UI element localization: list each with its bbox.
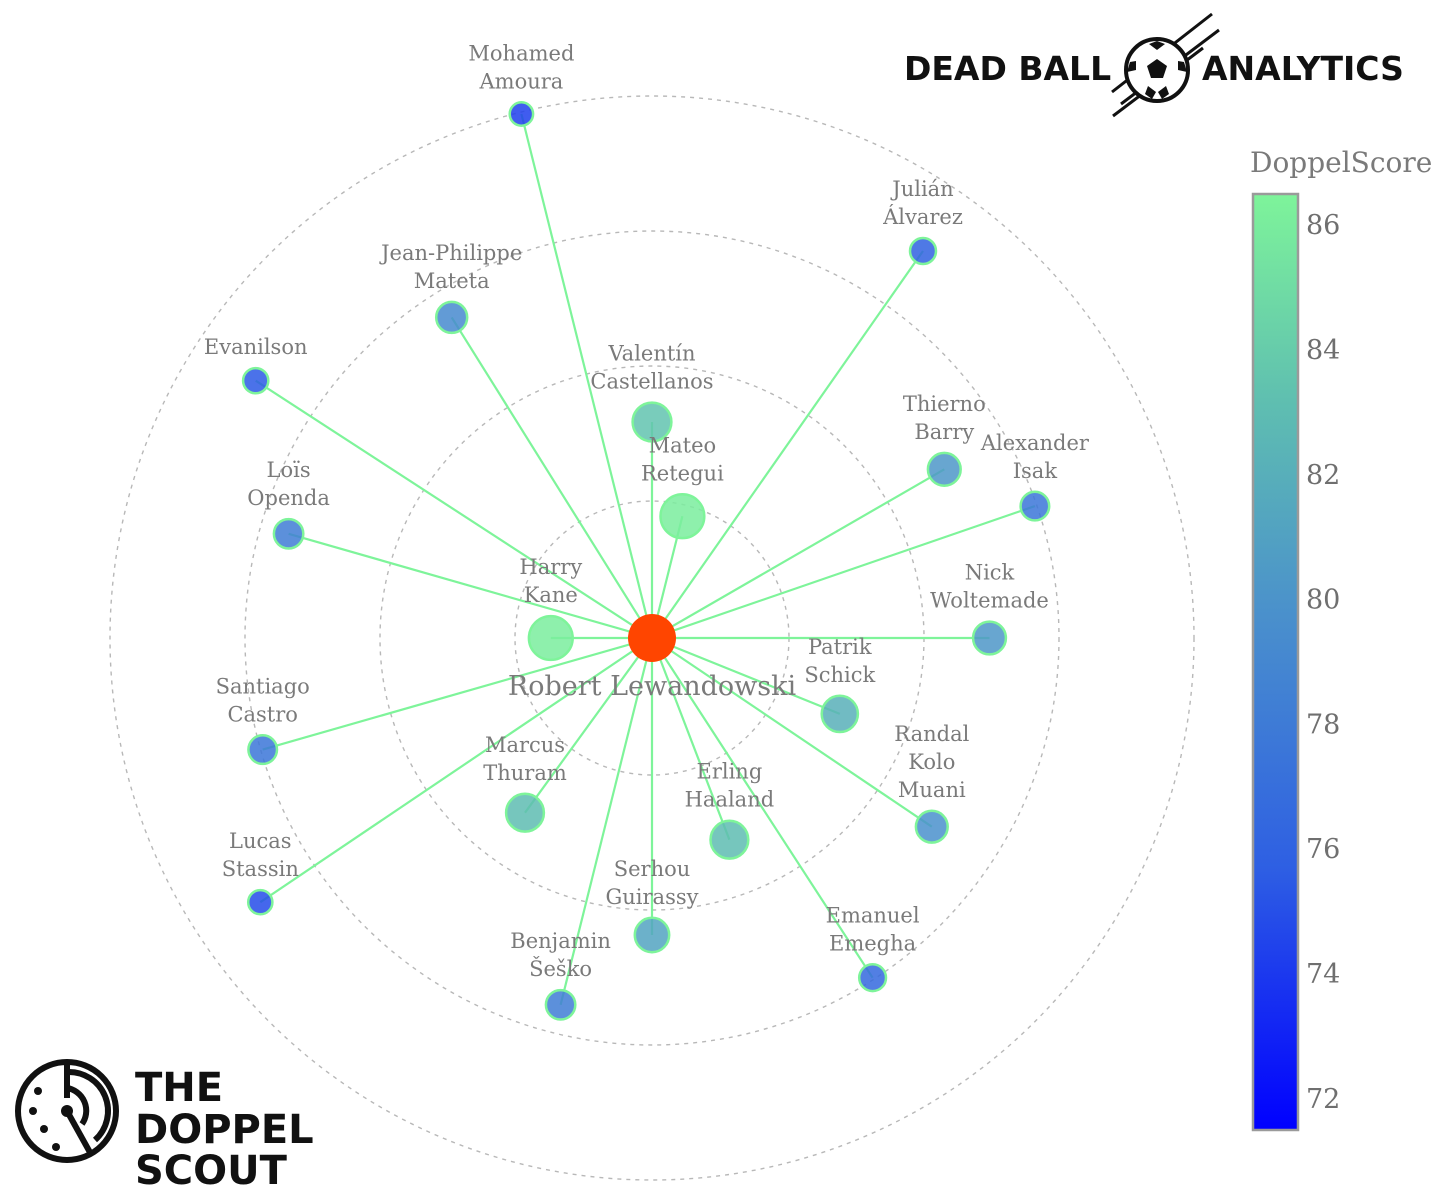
node-santiago-castro: [247, 734, 279, 766]
node-evanilson: [241, 366, 270, 395]
node-julian-alvarez: [908, 236, 938, 266]
label-julian-alvarez: Julián Álvarez: [882, 177, 963, 229]
node-valentin-castellanos: [631, 401, 673, 443]
center-node: [628, 614, 676, 662]
brand-word-analytics: ANALYTICS: [1202, 49, 1404, 88]
colorbar-tick-82: 82: [1306, 460, 1340, 491]
spoke-lucas-stassin: [259, 637, 653, 904]
spoke-randal-kolo-muani: [651, 637, 933, 828]
label-patrik-schick: Patrik Schick: [804, 635, 875, 687]
brand-line-2: DOPPEL: [135, 1107, 314, 1153]
brand-line-1: THE: [135, 1065, 223, 1111]
label-evanilson: Evanilson: [204, 335, 308, 359]
label-mateo-retegui: Mateo Retegui: [641, 433, 724, 485]
center-player-label: Robert Lewandowski: [508, 671, 797, 702]
spoke-benjamin-sesko: [559, 637, 654, 1006]
node-erling-haaland: [709, 819, 750, 860]
spokes: [255, 113, 1036, 1006]
spoke-julian-alvarez: [651, 250, 924, 639]
colorbar: DoppelScore 86 84 82 80 78 76 74 72: [1250, 146, 1432, 1132]
node-lois-openda: [272, 517, 305, 550]
colorbar-tick-84: 84: [1306, 335, 1340, 366]
colorbar-tick-78: 78: [1306, 709, 1340, 740]
spoke-marcus-thuram: [524, 637, 653, 814]
label-benjamin-sesko: Benjamin Šeško: [510, 929, 611, 981]
node-lucas-stassin: [246, 888, 274, 916]
brand-line-3: SCOUT: [135, 1148, 288, 1194]
spoke-evanilson: [255, 379, 653, 639]
label-harry-kane: Harry Kane: [519, 555, 582, 607]
colorbar-tick-74: 74: [1306, 959, 1340, 990]
node-mohamed-amoura: [508, 101, 535, 127]
node-patrik-schick: [820, 694, 860, 734]
label-nick-woltemade: Nick Woltemade: [930, 561, 1049, 613]
label-serhou-guirassy: Serhou Guirassy: [606, 857, 699, 909]
spoke-lois-openda: [288, 532, 653, 640]
player-labels: Harry Kane Mateo Retegui Valentín Castellanos…: [204, 41, 1090, 981]
node-randal-kolo-muani: [914, 809, 949, 844]
node-harry-kane: [527, 614, 574, 662]
node-mateo-retegui: [659, 493, 706, 540]
node-jean-philippe-mateta: [434, 300, 469, 335]
colorbar-ticks: 86 84 82 80 78 76 74 72: [1306, 210, 1340, 1115]
ring-3: [244, 230, 1060, 1046]
node-serhou-guirassy: [633, 916, 671, 954]
ring-4: [109, 95, 1195, 1181]
label-lucas-stassin: Lucas Stassin: [222, 829, 299, 881]
label-lois-openda: Loïs Openda: [247, 458, 330, 510]
the-doppel-scout-logo: THE DOPPEL SCOUT: [15, 1059, 314, 1194]
spoke-thierno-barry: [651, 468, 945, 639]
colorbar-tick-80: 80: [1306, 585, 1340, 616]
colorbar-tick-76: 76: [1306, 834, 1340, 865]
colorbar-tick-72: 72: [1306, 1084, 1340, 1115]
label-santiago-castro: Santiago Castro: [216, 674, 310, 726]
node-benjamin-sesko: [544, 988, 577, 1021]
label-marcus-thuram: Marcus Thuram: [483, 733, 567, 785]
dead-ball-analytics-logo: DEAD BALL ANALYTICS: [904, 12, 1404, 118]
colorbar-title: DoppelScore: [1250, 146, 1432, 179]
spoke-patrik-schick: [651, 636, 841, 715]
spoke-santiago-castro: [262, 636, 653, 751]
label-emanuel-emegha: Emanuel Emegha: [826, 903, 920, 955]
spoke-jean-philippe-mateta: [450, 316, 653, 639]
node-emanuel-emegha: [857, 963, 888, 993]
colorbar-tick-86: 86: [1306, 210, 1340, 241]
spoke-alexander-isak: [651, 505, 1036, 640]
colorbar-gradient: [1251, 192, 1300, 1132]
node-marcus-thuram: [504, 792, 546, 833]
soccer-ball-icon: [1111, 12, 1220, 118]
radar-icon: [15, 1059, 119, 1163]
spoke-emanuel-emegha: [651, 637, 874, 979]
label-valentin-castellanos: Valentín Castellanos: [590, 342, 713, 394]
label-erling-haaland: Erling Haaland: [685, 760, 775, 812]
label-jean-philippe-mateta: Jean-Philippe Mateta: [379, 241, 522, 293]
label-alexander-isak: Alexander Isak: [980, 431, 1090, 483]
label-randal-kolo-muani: Randal Kolo Muani: [894, 722, 969, 802]
node-thierno-barry: [926, 451, 962, 487]
player-nodes: [241, 101, 1051, 1021]
node-nick-woltemade: [971, 620, 1008, 656]
node-alexander-isak: [1019, 490, 1051, 522]
brand-word-dead-ball: DEAD BALL: [904, 49, 1111, 88]
label-thierno-barry: Thierno Barry: [903, 392, 986, 444]
spoke-mohamed-amoura: [520, 113, 654, 639]
spoke-erling-haaland: [650, 637, 731, 841]
label-mohamed-amoura: Mohamed Amoura: [468, 41, 574, 93]
